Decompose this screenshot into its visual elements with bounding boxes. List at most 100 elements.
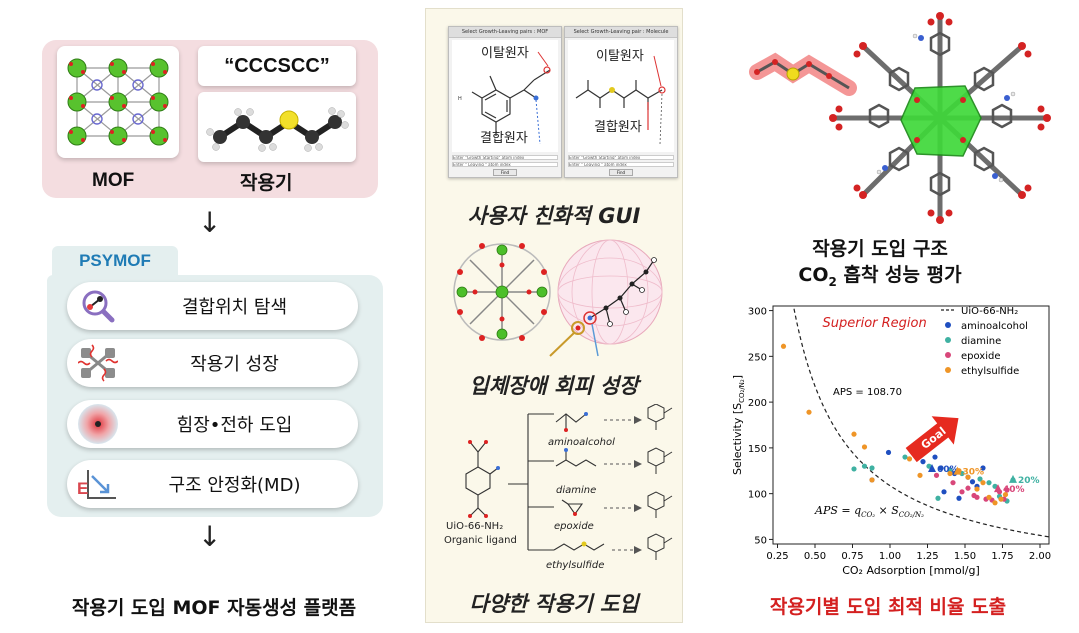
point-ethylsulfide	[1002, 491, 1009, 498]
forcefield-icon	[67, 400, 129, 448]
optimal-point-label: 40%	[1003, 485, 1025, 495]
selectivity-adsorption-chart: 0.25 0.50 0.75 1.00 1.25 1.50 1.75 2.00 50 100 150…	[725, 298, 1065, 584]
point-aminoalcohol	[885, 449, 892, 456]
point-ethylsulfide	[906, 456, 913, 462]
down-arrow-icon: ↓	[198, 206, 222, 239]
step-functional-group-growth: 작용기 성장	[67, 339, 358, 387]
point-ethylsulfide	[980, 480, 986, 486]
point-epoxide	[959, 489, 965, 495]
x-tick-label: 1.00	[879, 551, 901, 562]
legend-marker	[945, 367, 951, 373]
point-ethylsulfide	[861, 444, 868, 450]
point-epoxide	[974, 494, 980, 500]
step-label: 구조 안정화(MD)	[168, 475, 301, 496]
superior-region-label: Superior Region	[823, 316, 927, 331]
point-aminoalcohol	[920, 459, 926, 465]
psymof-tab: PSYMOF	[52, 246, 178, 276]
x-tick-label: 1.25	[916, 551, 938, 562]
group-epoxide: epoxide	[554, 521, 594, 532]
x-axis-label: CO₂ Adsorption [mmol/g]	[842, 564, 980, 577]
optimal-point-label: 30%	[963, 468, 985, 478]
right-title-line2: CO2 흡착 성능 평가	[715, 260, 1045, 289]
mof-label: MOF	[92, 170, 135, 191]
point-epoxide	[950, 480, 956, 486]
mof-3d-structure-image	[749, 12, 1051, 224]
mof-structure-card	[57, 46, 179, 158]
optimal-point-marker	[1009, 474, 1017, 483]
gui-window-mof: Select Growth-Leaving pairs : MOF H Ente…	[448, 26, 562, 178]
step-md-stabilization: E 구조 안정화(MD)	[67, 460, 358, 508]
growth-start-field[interactable]: Enter "Growth Starting" atom index	[452, 155, 558, 160]
title-rest: 흡착 성능 평가	[836, 264, 962, 286]
x-tick-label: 0.25	[766, 551, 788, 562]
x-tick-label: 0.50	[804, 551, 826, 562]
group-diamine: diamine	[556, 485, 597, 496]
y-tick-label: 250	[748, 352, 767, 363]
y-tick-label: 150	[748, 444, 767, 455]
gui-canvas[interactable]: H	[452, 40, 558, 152]
mof-lattice-image	[67, 58, 169, 146]
right-title-line1: 작용기 도입 구조	[812, 238, 948, 260]
point-diamine	[986, 480, 992, 486]
point-diamine	[851, 466, 857, 472]
ligand-description: Organic ligand	[444, 535, 517, 546]
point-ethylsulfide	[992, 500, 998, 506]
ligand-name: UiO-66-NH₂	[446, 521, 504, 532]
steric-growth-illustration	[453, 239, 663, 357]
legend-marker	[945, 337, 951, 343]
point-diamine	[861, 463, 868, 469]
point-aminoalcohol	[938, 465, 944, 471]
point-diamine	[869, 465, 875, 471]
y-tick-label: 300	[748, 307, 767, 318]
find-button[interactable]: Find	[493, 169, 517, 176]
x-tick-label: 2.00	[1029, 551, 1051, 562]
point-epoxide	[1004, 487, 1010, 493]
point-ethylsulfide	[869, 477, 875, 483]
aps-curve	[793, 308, 1050, 538]
point-ethylsulfide	[806, 409, 812, 415]
x-tick-label: 1.50	[954, 551, 976, 562]
legend-label: aminoalcohol	[961, 321, 1028, 332]
gui-window-molecule: Select Growth-Leaving pair : Molecule En…	[564, 26, 678, 178]
ethylsulfide-molecule-image	[206, 107, 349, 152]
point-aminoalcohol	[932, 454, 938, 460]
growth-icon	[67, 339, 129, 387]
optimal-point-label: 60%	[937, 465, 959, 475]
y-tick-label: 50	[754, 535, 767, 546]
point-ethylsulfide	[998, 496, 1004, 502]
y-tick-label: 100	[748, 490, 767, 501]
growth-start-field[interactable]: Enter "Growth Starting" atom index	[568, 155, 674, 160]
step-binding-site-search: 결합위치 탐색	[67, 282, 358, 330]
smiles-string: “CCCSCC”	[198, 46, 356, 86]
optimal-point-marker	[994, 484, 1002, 493]
point-ethylsulfide	[917, 472, 923, 478]
energy-plot-icon: E	[67, 460, 129, 508]
leaving-field[interactable]: Enter " Leaving " atom index	[568, 162, 674, 167]
legend-label: UiO-66-NH₂	[961, 306, 1018, 317]
x-tick-label: 1.75	[991, 551, 1013, 562]
find-button[interactable]: Find	[609, 169, 633, 176]
chart-svg: 0.25 0.50 0.75 1.00 1.25 1.50 1.75 2.00 50 100 150…	[731, 305, 1051, 577]
svg-text:E: E	[77, 479, 88, 498]
step-label: 작용기 성장	[190, 354, 279, 375]
caption-steric: 입체장애 회피 성장	[469, 374, 639, 398]
co2-text: CO	[798, 264, 829, 286]
aps-value-label: APS = 108.70	[833, 387, 902, 398]
functional-group-tree	[465, 404, 673, 560]
binding-atom-label: 결합원자	[594, 120, 642, 135]
functional-group-label: 작용기	[240, 172, 293, 194]
svg-text:H: H	[458, 96, 462, 102]
aps-formula-label: APS = qCO₂ × SCO₂/N₂	[814, 504, 924, 519]
point-ethylsulfide	[974, 486, 980, 492]
leaving-field[interactable]: Enter " Leaving " atom index	[452, 162, 558, 167]
gui-canvas[interactable]	[568, 40, 674, 152]
caption-gui: 사용자 친화적 GUI	[467, 204, 641, 228]
co2-subscript: 2	[828, 274, 837, 289]
point-diamine	[977, 476, 983, 482]
caption-functional-groups: 다양한 작용기 도입	[469, 592, 639, 616]
point-diamine	[902, 454, 908, 460]
group-ethylsulfide: ethylsulfide	[546, 560, 605, 571]
gui-window-title: Select Growth-Leaving pairs : MOF	[449, 27, 561, 38]
optimal-point-marker	[953, 466, 962, 475]
legend-marker	[945, 322, 951, 328]
